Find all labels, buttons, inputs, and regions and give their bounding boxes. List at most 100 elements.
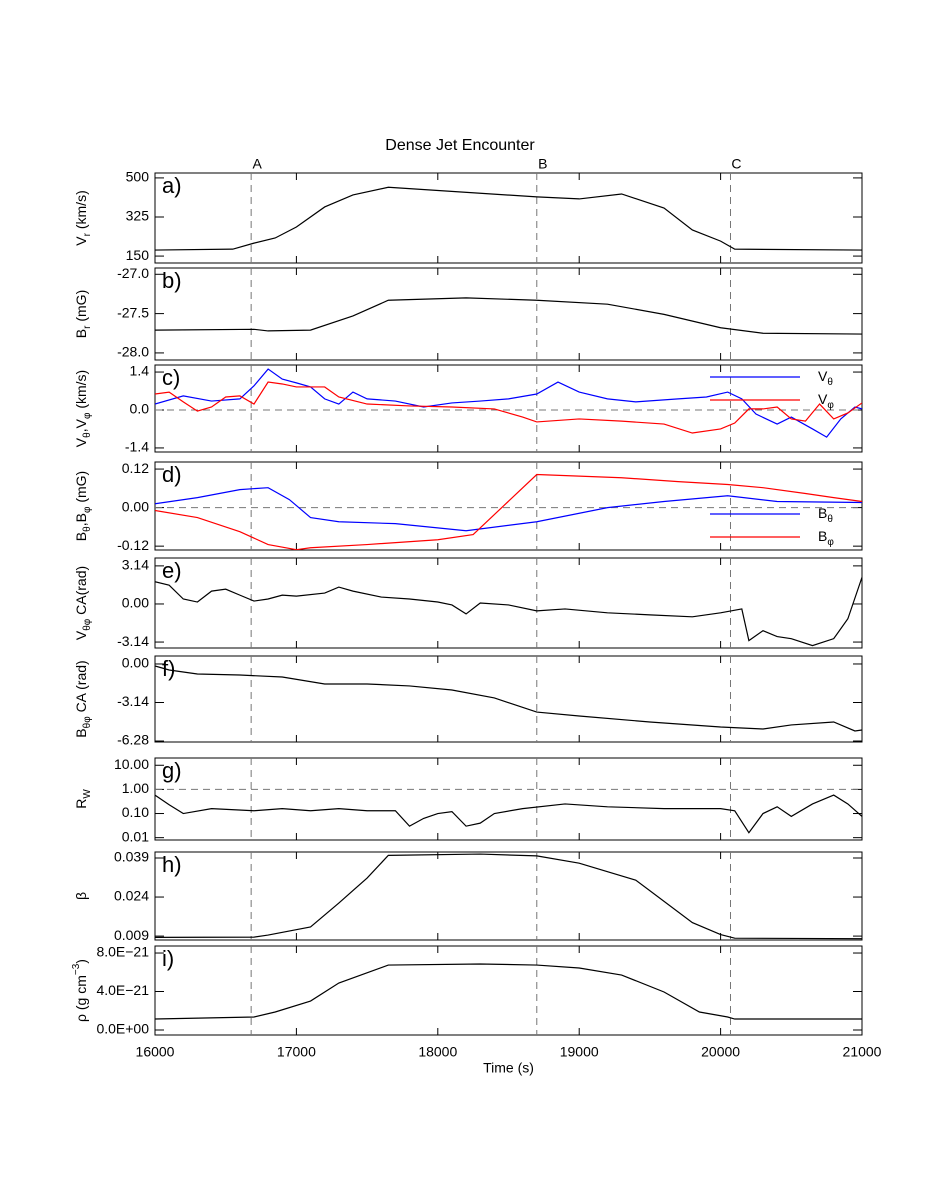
panel-label: e) bbox=[162, 558, 182, 583]
y-axis-label-part: ) bbox=[73, 959, 89, 964]
x-tick-label: 20000 bbox=[701, 1044, 740, 1060]
y-tick-label: 325 bbox=[126, 208, 150, 224]
y-tick-label: 0.01 bbox=[122, 828, 149, 844]
y-tick-label: 0.024 bbox=[114, 888, 149, 904]
x-axis-label: Time (s) bbox=[483, 1060, 534, 1076]
panel-label: a) bbox=[162, 173, 182, 198]
y-axis-label-part: V bbox=[73, 437, 89, 447]
panel-label: c) bbox=[162, 365, 180, 390]
y-axis-label: Bθ,Bφ (mG) bbox=[73, 471, 93, 541]
y-tick-label: -28.0 bbox=[117, 344, 149, 360]
y-axis-label-part: CA (rad) bbox=[73, 660, 89, 716]
y-axis-label-part: B bbox=[73, 329, 89, 338]
legend-label-part: B bbox=[818, 505, 827, 521]
data-line bbox=[155, 297, 862, 335]
data-line bbox=[155, 473, 862, 550]
x-tick-label: 16000 bbox=[136, 1044, 175, 1060]
panel-frame bbox=[154, 172, 863, 264]
legend-label-part: θ bbox=[827, 377, 833, 388]
y-axis-label-part: θ bbox=[82, 526, 93, 532]
y-axis-label-part: β bbox=[73, 892, 89, 900]
y-axis-label-part: ,B bbox=[73, 513, 89, 526]
legend-label: Bφ bbox=[818, 528, 834, 548]
panel-label: g) bbox=[162, 758, 182, 783]
y-axis-label: Vθ,Vφ (km/s) bbox=[73, 370, 93, 447]
panel-label: b) bbox=[162, 268, 182, 293]
y-tick-label: 0.12 bbox=[122, 460, 149, 476]
y-axis-label-part: (mG) bbox=[73, 290, 89, 326]
data-line bbox=[155, 577, 862, 647]
x-tick-label: 19000 bbox=[560, 1044, 599, 1060]
event-label: B bbox=[538, 156, 547, 172]
panel-label: d) bbox=[162, 462, 182, 487]
y-tick-label: -27.0 bbox=[117, 265, 149, 281]
panel-label: i) bbox=[162, 946, 174, 971]
y-axis-label-part: ,V bbox=[73, 418, 89, 432]
y-axis-label: Br (mG) bbox=[73, 290, 93, 338]
y-axis-label-part: CA(rad) bbox=[73, 566, 89, 619]
panel-frame bbox=[154, 757, 863, 841]
y-tick-label: 150 bbox=[126, 247, 150, 263]
legend-label-part: φ bbox=[827, 400, 834, 411]
y-tick-label: 1.00 bbox=[122, 780, 149, 796]
y-axis-label-part: (km/s) bbox=[73, 190, 89, 233]
y-axis-label-part: ρ (g cm bbox=[73, 975, 89, 1022]
panel-frame bbox=[154, 557, 863, 649]
y-axis-label: ρ (g cm−3) bbox=[71, 959, 89, 1022]
y-tick-label: 0.10 bbox=[122, 804, 149, 820]
y-tick-label: 500 bbox=[126, 169, 150, 185]
legend-label-part: V bbox=[818, 368, 828, 384]
y-axis-label-part: r bbox=[82, 232, 93, 236]
y-tick-label: 0.0E+00 bbox=[96, 1021, 149, 1037]
y-axis-label-part: W bbox=[82, 789, 93, 799]
y-axis-label: Vθφ CA(rad) bbox=[73, 566, 93, 640]
y-tick-label: -3.14 bbox=[117, 633, 149, 649]
data-line bbox=[155, 665, 862, 732]
panel-frame bbox=[154, 851, 863, 941]
y-tick-label: -6.28 bbox=[117, 732, 149, 748]
data-line bbox=[155, 487, 862, 532]
y-axis-label-part: −3 bbox=[71, 963, 82, 975]
x-tick-label: 18000 bbox=[418, 1044, 457, 1060]
y-tick-label: -1.4 bbox=[125, 439, 149, 455]
data-line bbox=[155, 794, 862, 834]
y-tick-label: -0.12 bbox=[117, 537, 149, 553]
y-tick-label: 4.0E−21 bbox=[96, 982, 149, 998]
y-tick-label: 0.009 bbox=[114, 927, 149, 943]
y-tick-label: -3.14 bbox=[117, 693, 149, 709]
data-line bbox=[155, 186, 862, 251]
y-axis-label-part: B bbox=[73, 728, 89, 737]
y-tick-label: 10.00 bbox=[114, 756, 149, 772]
y-tick-label: 0.00 bbox=[122, 655, 149, 671]
y-tick-label: 1.4 bbox=[130, 363, 150, 379]
legend-label-part: V bbox=[818, 391, 828, 407]
legend-label-part: φ bbox=[827, 537, 834, 548]
x-tick-label: 17000 bbox=[277, 1044, 316, 1060]
legend-label: Bθ bbox=[818, 505, 833, 525]
legend-label: Vφ bbox=[818, 391, 834, 411]
event-label: A bbox=[252, 156, 262, 172]
panel-label: h) bbox=[162, 852, 182, 877]
y-axis-label-part: V bbox=[73, 630, 89, 640]
panel-frame bbox=[154, 267, 863, 361]
panel-label: f) bbox=[162, 656, 175, 681]
y-axis-label-part: θφ bbox=[82, 716, 93, 729]
y-axis-label: β bbox=[73, 892, 89, 900]
data-line bbox=[155, 368, 862, 438]
y-tick-label: 0.0 bbox=[130, 401, 150, 417]
y-axis-label-part: φ bbox=[82, 506, 93, 513]
y-tick-label: 8.0E−21 bbox=[96, 944, 149, 960]
y-tick-label: 0.00 bbox=[122, 498, 149, 514]
panel-frame bbox=[154, 655, 863, 743]
y-axis-label-part: θφ bbox=[82, 618, 93, 631]
y-axis-label-part: B bbox=[73, 532, 89, 541]
y-tick-label: -27.5 bbox=[117, 304, 149, 320]
x-tick-label: 21000 bbox=[843, 1044, 882, 1060]
legend-label-part: θ bbox=[827, 514, 833, 525]
data-line bbox=[155, 853, 862, 940]
y-axis-label-part: r bbox=[82, 325, 93, 329]
y-tick-label: 0.00 bbox=[122, 595, 149, 611]
data-line bbox=[155, 963, 862, 1020]
y-tick-label: 3.14 bbox=[122, 557, 149, 573]
